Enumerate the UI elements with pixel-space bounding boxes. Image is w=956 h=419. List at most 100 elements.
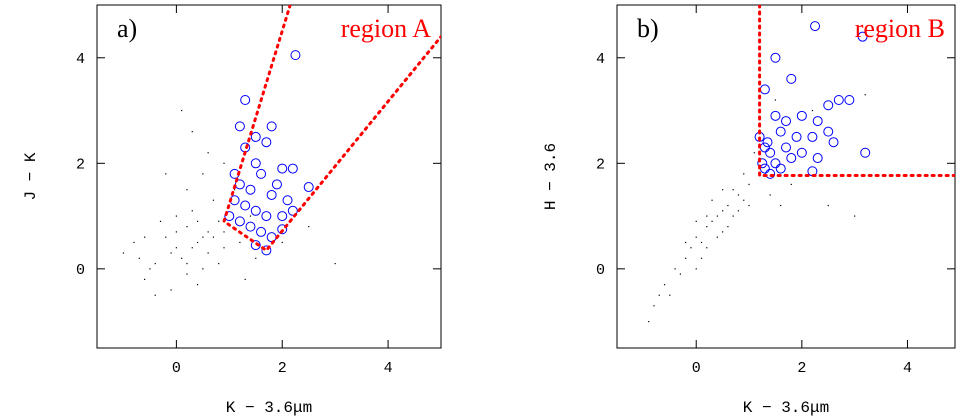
data-point (653, 305, 655, 307)
y-tick-label: 2 (596, 156, 605, 173)
data-point (175, 215, 177, 217)
data-point (711, 199, 713, 201)
data-point (727, 226, 729, 228)
data-point (159, 220, 162, 222)
data-point (308, 226, 310, 228)
data-point (810, 21, 821, 32)
data-point (700, 241, 703, 244)
data-point (823, 126, 834, 137)
data-point (207, 231, 209, 233)
y-tick-label: 0 (76, 262, 85, 279)
data-point (223, 247, 225, 249)
data-point (122, 252, 125, 254)
data-point (780, 204, 782, 207)
data-point (191, 210, 193, 212)
data-point (791, 131, 802, 142)
data-point (186, 262, 188, 265)
data-point (266, 189, 277, 200)
data-point (240, 200, 251, 211)
data-point (781, 116, 791, 127)
data-point (663, 284, 666, 286)
data-point (290, 50, 301, 61)
data-point (722, 189, 724, 191)
data-point (812, 116, 823, 127)
plot-frame (96, 4, 442, 349)
data-point (170, 289, 172, 291)
data-point (149, 268, 151, 270)
data-point (196, 241, 199, 244)
data-point (812, 153, 823, 164)
data-point (138, 257, 140, 259)
data-point (154, 294, 156, 296)
data-point (218, 220, 220, 222)
data-point (823, 100, 834, 111)
data-point (240, 94, 251, 105)
data-point (207, 252, 209, 254)
data-point (732, 189, 734, 191)
x-tick-label: 0 (172, 360, 181, 377)
x-tick-label: 2 (797, 360, 806, 377)
data-point (854, 215, 856, 217)
data-point (759, 142, 770, 153)
data-point (277, 211, 288, 222)
data-point (828, 137, 839, 148)
y-axis-label: H − 3.6 (542, 143, 560, 210)
x-tick-label: 0 (692, 360, 701, 377)
data-point (191, 247, 193, 249)
data-point (695, 220, 697, 222)
data-point (827, 204, 829, 207)
region-boundary (222, 5, 441, 253)
data-point (181, 257, 183, 259)
data-point (133, 241, 135, 244)
data-point (770, 110, 781, 121)
x-tick-label: 4 (384, 360, 393, 377)
data-point (277, 224, 288, 235)
data-point (287, 205, 298, 216)
data-point (282, 195, 293, 206)
data-point (669, 294, 671, 296)
data-point (202, 268, 204, 270)
data-point (716, 215, 718, 217)
data-point (181, 109, 183, 112)
data-point (144, 278, 146, 280)
data-point (716, 236, 718, 238)
data-point (266, 232, 277, 243)
data-point (770, 158, 781, 169)
data-point (860, 147, 871, 158)
data-point (154, 262, 156, 265)
data-point (737, 210, 740, 212)
data-point (261, 245, 272, 256)
data-point (334, 262, 336, 265)
data-point (186, 189, 188, 191)
data-point (775, 163, 786, 174)
y-tick-label: 4 (596, 51, 605, 68)
data-point (170, 252, 172, 254)
data-point (266, 121, 277, 132)
data-point (759, 84, 770, 95)
data-point (864, 94, 866, 96)
data-point (811, 109, 814, 112)
data-point (287, 163, 298, 174)
y-axis-label: J − K (22, 152, 40, 200)
data-point (261, 211, 272, 222)
data-point (757, 158, 768, 169)
data-point (303, 182, 314, 193)
data-point (234, 121, 245, 132)
data-point (144, 236, 146, 238)
data-point (700, 257, 703, 259)
data-point (786, 153, 797, 164)
data-point (753, 152, 755, 154)
y-tick-label: 2 (76, 156, 85, 173)
data-point (762, 137, 773, 148)
data-point (196, 284, 199, 286)
data-point (685, 241, 687, 244)
data-point (234, 216, 245, 227)
data-point (658, 294, 660, 296)
data-point (844, 94, 855, 105)
y-tick-label: 0 (596, 262, 605, 279)
data-point (790, 183, 792, 186)
data-point (857, 31, 868, 42)
data-point (706, 215, 708, 217)
data-point (212, 199, 215, 201)
